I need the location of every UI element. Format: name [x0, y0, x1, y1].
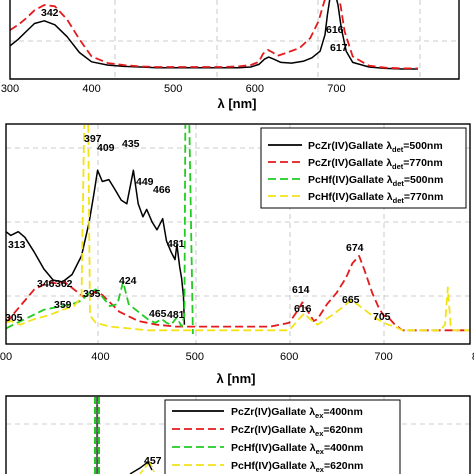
mid-peak-label-346: 346 — [37, 278, 55, 290]
top-peak-label-342: 342 — [41, 7, 59, 19]
mid-peak-label-616: 616 — [294, 303, 312, 315]
mid-peak-label-359: 359 — [54, 299, 72, 311]
panel-1-series-2 — [6, 125, 194, 335]
middle-panel: 0040050060070080 λ [nm] 397 409 435 449 … — [0, 123, 474, 386]
panel-0-x-tick-400: 400 — [82, 83, 100, 95]
middle-series-group — [6, 125, 470, 335]
top-panel: 300 400 500 600 700 λ [nm] 342 616 617 — [1, 0, 460, 111]
mid-legend-label-1: PcZr(IV)Gallate λdet=500nm — [308, 140, 443, 154]
mid-peak-label-362: 362 — [55, 278, 73, 290]
middle-x-ticks: 00 400 500 600 700 80 — [0, 351, 474, 363]
panel-1-x-tick-800: 80 — [472, 351, 474, 363]
panel-0-x-tick-500: 500 — [164, 83, 182, 95]
mid-legend-label-4: PcHf(IV)Gallate λdet=770nm — [308, 191, 443, 205]
top-peak-label-617: 617 — [330, 42, 348, 54]
bot-legend-label-2: PcZr(IV)Gallate λex=620nm — [231, 424, 363, 438]
panel-1-series-1 — [6, 255, 470, 332]
mid-peak-label-674: 674 — [346, 242, 364, 254]
bot-legend-label-3: PcHf(IV)Gallate λex=400nm — [231, 442, 363, 456]
mid-peak-label-481b: 481 — [167, 309, 185, 321]
mid-peak-label-466: 466 — [153, 184, 171, 196]
mid-legend-label-2: PcZr(IV)Gallate λdet=770nm — [308, 157, 443, 171]
mid-peak-label-397: 397 — [84, 133, 102, 145]
mid-peak-label-614: 614 — [292, 284, 310, 296]
mid-peak-label-665: 665 — [342, 294, 360, 306]
mid-peak-label-449: 449 — [136, 176, 154, 188]
mid-peak-label-395: 395 — [83, 288, 101, 300]
panel-1-series-3 — [6, 125, 470, 332]
panel-1-x-tick-500: 500 — [186, 351, 204, 363]
mid-peak-label-305: 305 — [5, 312, 23, 324]
panel-1-x-tick-400: 400 — [91, 351, 109, 363]
panel-0-x-tick-600: 600 — [246, 83, 264, 95]
bottom-black-series — [129, 460, 153, 474]
panel-1-x-tick-700: 700 — [374, 351, 392, 363]
panel-0-x-tick-300: 300 — [1, 83, 19, 95]
mid-peak-label-435: 435 — [122, 138, 140, 150]
bottom-peak-label-457: 457 — [144, 455, 162, 467]
mid-peak-label-313: 313 — [8, 239, 26, 251]
middle-x-axis-title: λ [nm] — [217, 371, 256, 386]
bot-legend-label-4: PcHf(IV)Gallate λex=620nm — [231, 460, 363, 474]
mid-peak-label-481: 481 — [167, 238, 185, 250]
mid-peak-label-705: 705 — [373, 311, 391, 323]
middle-legend: PcZr(IV)Gallate λdet=500nm PcZr(IV)Galla… — [260, 127, 467, 209]
panel-0-series-0 — [10, 0, 418, 70]
panel-1-x-tick-300: 00 — [0, 351, 12, 363]
mid-peak-label-424: 424 — [119, 275, 137, 287]
panel-1-series-0 — [6, 169, 186, 325]
panel-0-series-1 — [10, 0, 418, 70]
bot-legend-label-1: PcZr(IV)Gallate λex=400nm — [231, 406, 363, 420]
mid-peak-label-465: 465 — [149, 308, 167, 320]
bottom-yellow-series — [139, 460, 155, 474]
panel-0-x-tick-700: 700 — [327, 83, 345, 95]
mid-peak-label-409: 409 — [97, 142, 115, 154]
top-peak-label-616: 616 — [326, 24, 344, 36]
mid-legend-label-3: PcHf(IV)Gallate λdet=500nm — [308, 174, 443, 188]
bottom-legend: PcZr(IV)Gallate λex=400nm PcZr(IV)Gallat… — [164, 399, 401, 474]
top-x-ticks: 300 400 500 600 700 — [1, 83, 346, 95]
top-x-axis-title: λ [nm] — [218, 96, 257, 111]
bottom-panel: 457 704 PcZr(IV)Gallate λex=400nm PcZr(I… — [5, 395, 471, 474]
top-series-group — [10, 0, 418, 70]
panel-1-x-tick-600: 600 — [280, 351, 298, 363]
